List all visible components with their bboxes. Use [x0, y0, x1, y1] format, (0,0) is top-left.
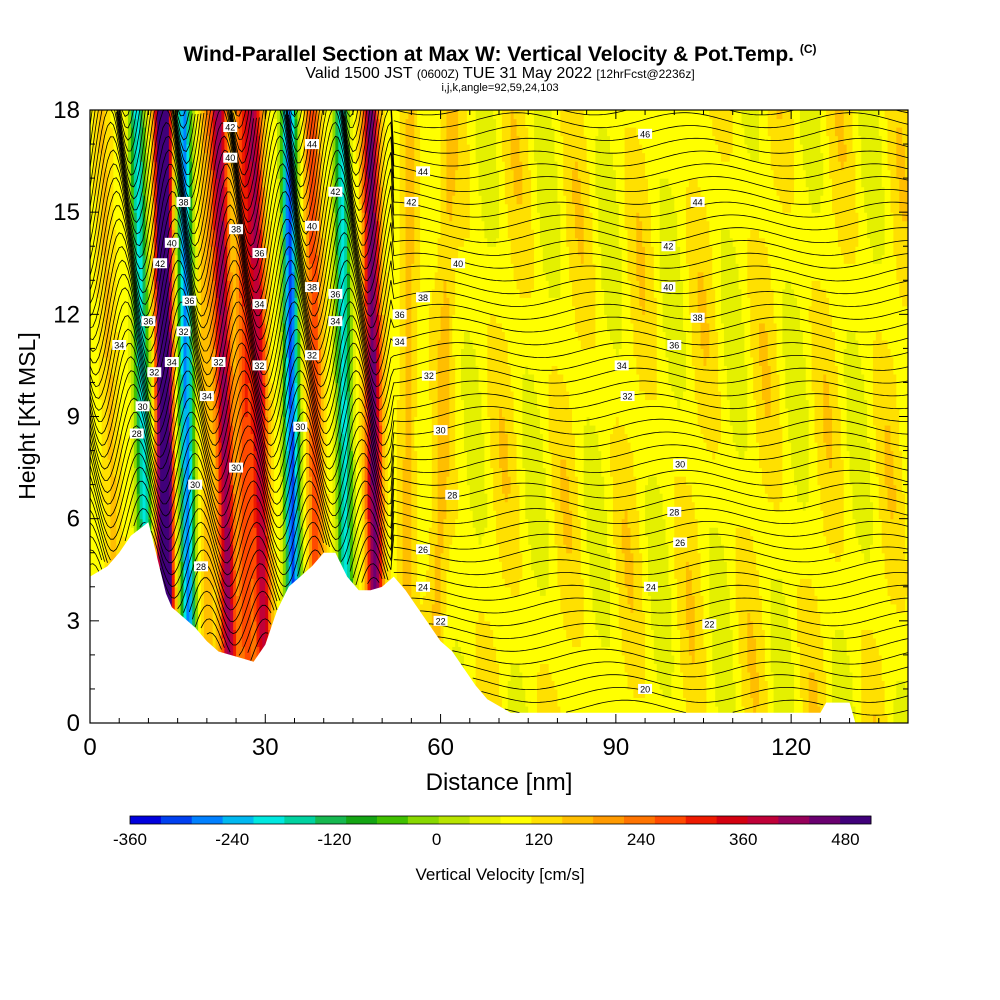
vertical-velocity-field: [90, 110, 909, 724]
cross-section-chart: 2022 2224 24262628282828 303030303030323232…: [0, 0, 1000, 1000]
